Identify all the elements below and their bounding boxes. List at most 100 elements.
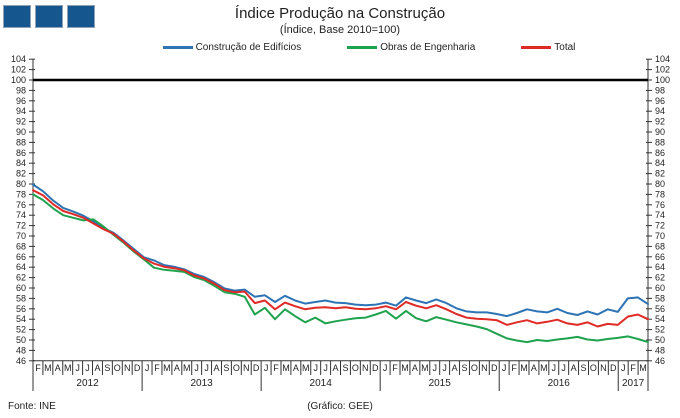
x-month-label: F: [35, 363, 41, 373]
x-month-label: M: [421, 363, 429, 373]
logo-square-icon: [67, 5, 95, 28]
y-tick-label: 72: [655, 221, 665, 231]
y-tick-label: 54: [655, 314, 665, 324]
y-tick-label: 76: [16, 200, 26, 210]
y-tick-label: 98: [16, 85, 26, 95]
x-month-label: A: [55, 363, 61, 373]
y-tick-label: 70: [655, 231, 665, 241]
y-tick-label: 60: [16, 283, 26, 293]
y-tick-label: 48: [16, 345, 26, 355]
y-tick-label: 82: [655, 169, 665, 179]
x-year-label: 2014: [310, 378, 333, 389]
y-tick-label: 94: [16, 106, 26, 116]
y-tick-label: 66: [655, 252, 665, 262]
y-tick-label: 52: [655, 325, 665, 335]
x-month-label: D: [253, 363, 260, 373]
y-tick-label: 92: [655, 117, 665, 127]
x-month-label: F: [630, 363, 636, 373]
x-month-label: J: [432, 363, 437, 373]
legend-item-construcao-de-edificios: Construção de Edifícios: [162, 42, 302, 53]
x-month-label: D: [134, 363, 141, 373]
x-month-label: O: [114, 363, 121, 373]
x-year-label: 2017: [622, 378, 645, 389]
x-month-label: O: [590, 363, 597, 373]
x-month-label: J: [145, 363, 150, 373]
legend-item-label: Construção de Edifícios: [195, 42, 302, 53]
x-month-label: A: [174, 363, 180, 373]
y-tick-label: 104: [655, 54, 670, 64]
x-year-label: 2016: [548, 378, 571, 389]
y-tick-label: 50: [16, 335, 26, 345]
y-tick-label: 68: [16, 241, 26, 251]
y-tick-label: 94: [655, 106, 665, 116]
x-month-label: M: [44, 363, 52, 373]
y-tick-label: 62: [16, 273, 26, 283]
legend-line-icon: [521, 46, 552, 49]
logo-square-icon: [35, 5, 63, 28]
x-month-label: F: [154, 363, 160, 373]
y-tick-label: 68: [655, 241, 665, 251]
x-month-label: A: [94, 363, 100, 373]
x-month-label: M: [520, 363, 528, 373]
x-month-label: S: [104, 363, 110, 373]
x-month-label: S: [223, 363, 229, 373]
source-note: Fonte: INE: [8, 401, 56, 412]
y-tick-label: 86: [16, 148, 26, 158]
y-tick-label: 60: [655, 283, 665, 293]
x-month-label: A: [412, 363, 418, 373]
x-month-label: J: [264, 363, 269, 373]
x-month-label: N: [243, 363, 250, 373]
x-month-label: S: [461, 363, 467, 373]
x-month-label: O: [233, 363, 240, 373]
x-month-label: M: [163, 363, 171, 373]
x-month-label: N: [362, 363, 369, 373]
y-tick-label: 80: [655, 179, 665, 189]
x-month-label: J: [383, 363, 388, 373]
x-month-label: J: [323, 363, 328, 373]
legend-item-obras-de-engenharia: Obras de Engenharia: [347, 42, 475, 53]
x-year-label: 2015: [429, 378, 452, 389]
y-tick-label: 52: [16, 325, 26, 335]
y-tick-label: 96: [655, 96, 665, 106]
y-tick-label: 102: [11, 65, 26, 75]
y-tick-label: 84: [16, 158, 26, 168]
x-month-label: M: [64, 363, 72, 373]
y-tick-label: 54: [16, 314, 26, 324]
y-tick-label: 74: [655, 210, 665, 220]
legend-line-icon: [347, 46, 378, 49]
x-month-label: A: [333, 363, 339, 373]
y-tick-label: 86: [655, 148, 665, 158]
x-month-label: M: [282, 363, 290, 373]
legend-item-label: Total: [554, 42, 576, 53]
y-tick-label: 50: [655, 335, 665, 345]
y-tick-label: 96: [16, 96, 26, 106]
x-month-label: M: [639, 363, 647, 373]
x-month-label: A: [452, 363, 458, 373]
y-tick-label: 46: [655, 356, 665, 366]
x-month-label: M: [540, 363, 548, 373]
y-tick-label: 46: [16, 356, 26, 366]
y-tick-label: 70: [16, 231, 26, 241]
x-month-label: D: [491, 363, 498, 373]
x-month-label: J: [313, 363, 318, 373]
y-tick-label: 78: [655, 189, 665, 199]
logo-square-icon: [3, 5, 31, 28]
ine-logo: [3, 5, 95, 28]
x-month-label: J: [204, 363, 209, 373]
y-tick-label: 80: [16, 179, 26, 189]
x-month-label: M: [302, 363, 310, 373]
x-month-label: J: [442, 363, 447, 373]
y-tick-label: 90: [16, 127, 26, 137]
y-tick-label: 64: [16, 262, 26, 272]
y-tick-label: 48: [655, 345, 665, 355]
x-month-label: F: [511, 363, 517, 373]
x-month-label: J: [194, 363, 199, 373]
x-month-label: S: [581, 363, 587, 373]
x-month-label: N: [124, 363, 131, 373]
x-month-label: M: [183, 363, 191, 373]
chart-legend: Construção de Edifícios Obras de Engenha…: [0, 42, 680, 53]
y-tick-label: 100: [655, 75, 670, 85]
x-month-label: A: [571, 363, 577, 373]
x-year-label: 2012: [76, 378, 99, 389]
